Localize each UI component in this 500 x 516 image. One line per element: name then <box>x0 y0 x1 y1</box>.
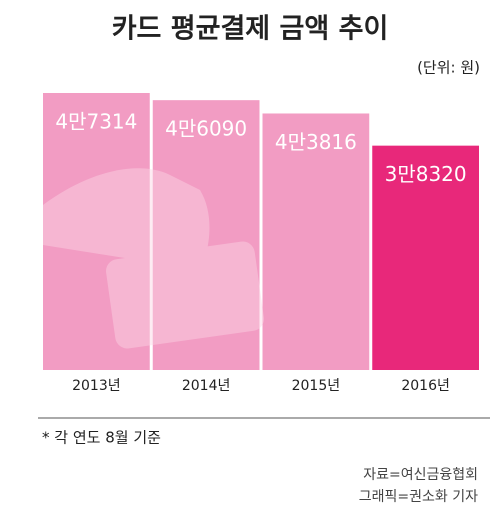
x-tick-label: 2013년 <box>72 378 121 394</box>
x-tick-label: 2015년 <box>292 378 341 394</box>
bar <box>262 113 370 370</box>
chart-title: 카드 평균결제 금액 추이 <box>112 14 389 45</box>
value-label: 4만3816 <box>275 130 357 154</box>
chart-subtitle: (단위: 원) <box>417 59 480 77</box>
value-label: 4만6090 <box>165 117 247 141</box>
hand-shape <box>43 168 210 270</box>
value-label: 3만8320 <box>385 162 467 186</box>
bars <box>43 93 479 370</box>
card-illustration <box>43 168 264 349</box>
bar <box>43 93 150 370</box>
footnote: * 각 연도 8월 기준 <box>42 429 161 447</box>
card-shape <box>106 241 264 349</box>
bar <box>152 100 260 370</box>
x-tick-label: 2016년 <box>401 378 450 394</box>
credit: 그래픽=권소화 기자 <box>359 489 478 505</box>
source: 자료=여신금융협회 <box>363 467 478 483</box>
x-tick-label: 2014년 <box>182 378 231 394</box>
value-label: 4만7314 <box>55 110 137 134</box>
bar <box>372 145 479 370</box>
